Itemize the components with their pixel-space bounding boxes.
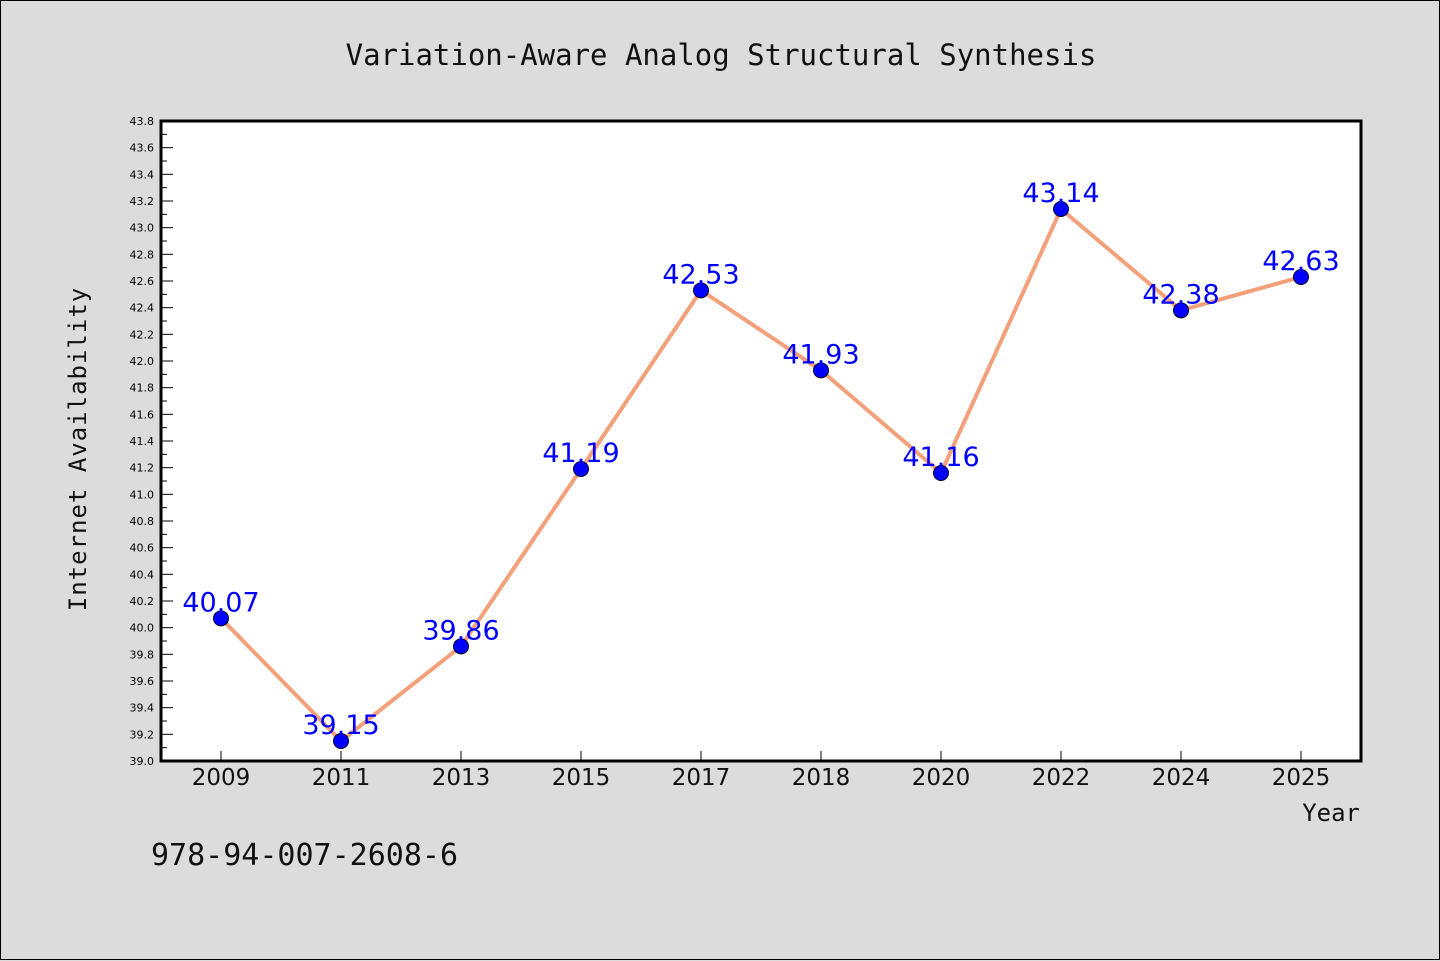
- x-tick-label: 2022: [1032, 765, 1091, 791]
- y-tick-label: 41.8: [130, 382, 155, 395]
- footnote-isbn: 978-94-007-2608-6: [151, 838, 458, 873]
- y-tick-label: 41.2: [130, 462, 155, 475]
- series-line: [219, 207, 1303, 743]
- y-tick-label: 41.6: [130, 408, 155, 421]
- data-point: [1053, 201, 1069, 217]
- plot-area: [161, 121, 1361, 761]
- plot-frame: [159, 119, 1363, 763]
- data-label: 42.63: [1262, 246, 1339, 277]
- x-tick-label: 2009: [192, 765, 251, 791]
- y-tick-label: 43.4: [130, 168, 155, 181]
- y-tick-label: 41.0: [130, 488, 155, 501]
- data-point: [933, 465, 949, 481]
- data-point: [1173, 302, 1189, 319]
- chart-title: Variation-Aware Analog Structural Synthe…: [346, 38, 1097, 72]
- y-axis-label: Internet Availability: [64, 287, 92, 611]
- data-label: 39.15: [302, 710, 379, 741]
- data-label: 41.19: [542, 438, 619, 469]
- y-tick-label: 43.0: [130, 222, 155, 235]
- y-tick-label: 40.2: [130, 595, 155, 608]
- data-point: [1293, 269, 1309, 285]
- data-point: [333, 733, 349, 749]
- y-tick-label: 39.4: [130, 702, 155, 715]
- y-tick-label: 43.2: [130, 195, 155, 208]
- x-tick-label: 2015: [552, 765, 611, 791]
- data-point: [693, 282, 709, 299]
- y-tick-label: 42.6: [130, 275, 155, 288]
- x-tick-label: 2018: [792, 765, 851, 791]
- y-tick-label: 39.6: [130, 675, 155, 688]
- y-tick-label: 40.0: [130, 622, 155, 635]
- y-tick-label: 42.4: [130, 302, 155, 315]
- y-tick-label: 40.8: [130, 515, 155, 528]
- x-tick-label: 2017: [672, 765, 731, 791]
- x-tick-label: 2011: [312, 765, 371, 791]
- y-tick-label: 42.8: [130, 248, 155, 261]
- data-point: [453, 638, 469, 655]
- data-label: 39.86: [422, 615, 499, 646]
- y-tick-label: 43.8: [130, 115, 155, 128]
- x-axis-label: Year: [1302, 799, 1360, 827]
- data-label: 41.93: [782, 339, 859, 370]
- data-point: [813, 362, 829, 379]
- y-tick-label: 40.6: [130, 542, 155, 555]
- x-axis: 2009 2011 2013 2015 2017 2018 2020 2022 2024 2025: [192, 751, 1331, 791]
- y-tick-label: 42.0: [130, 355, 155, 368]
- x-tick-label: 2024: [1152, 765, 1211, 791]
- data-point: [573, 461, 589, 477]
- y-axis: 39.0 39.2 39.4 39.6 39.8 40.0 40.2 40.4 40.6 40.8…: [130, 115, 173, 768]
- x-tick-label: 2025: [1272, 765, 1331, 791]
- y-tick-label: 41.4: [130, 435, 155, 448]
- x-tick-label: 2020: [912, 765, 971, 791]
- data-labels: 40.07 39.15 39.86 41.19 42.53 41.93 41.16 43.14…: [182, 178, 1339, 741]
- y-tick-label: 39.0: [130, 755, 155, 768]
- x-tick-label: 2013: [432, 765, 491, 791]
- data-label: 40.07: [182, 587, 259, 618]
- data-point: [213, 610, 229, 627]
- y-tick-label: 39.2: [130, 728, 155, 741]
- y-tick-label: 39.8: [130, 648, 155, 661]
- data-label: 43.14: [1022, 178, 1099, 209]
- data-label: 42.53: [662, 259, 739, 290]
- y-tick-label: 40.4: [130, 568, 155, 581]
- data-label: 42.38: [1142, 279, 1219, 310]
- y-tick-label: 43.6: [130, 142, 155, 155]
- series-internet-availability: [213, 201, 1309, 749]
- data-label: 41.16: [902, 442, 979, 473]
- y-tick-label: 42.2: [130, 328, 155, 341]
